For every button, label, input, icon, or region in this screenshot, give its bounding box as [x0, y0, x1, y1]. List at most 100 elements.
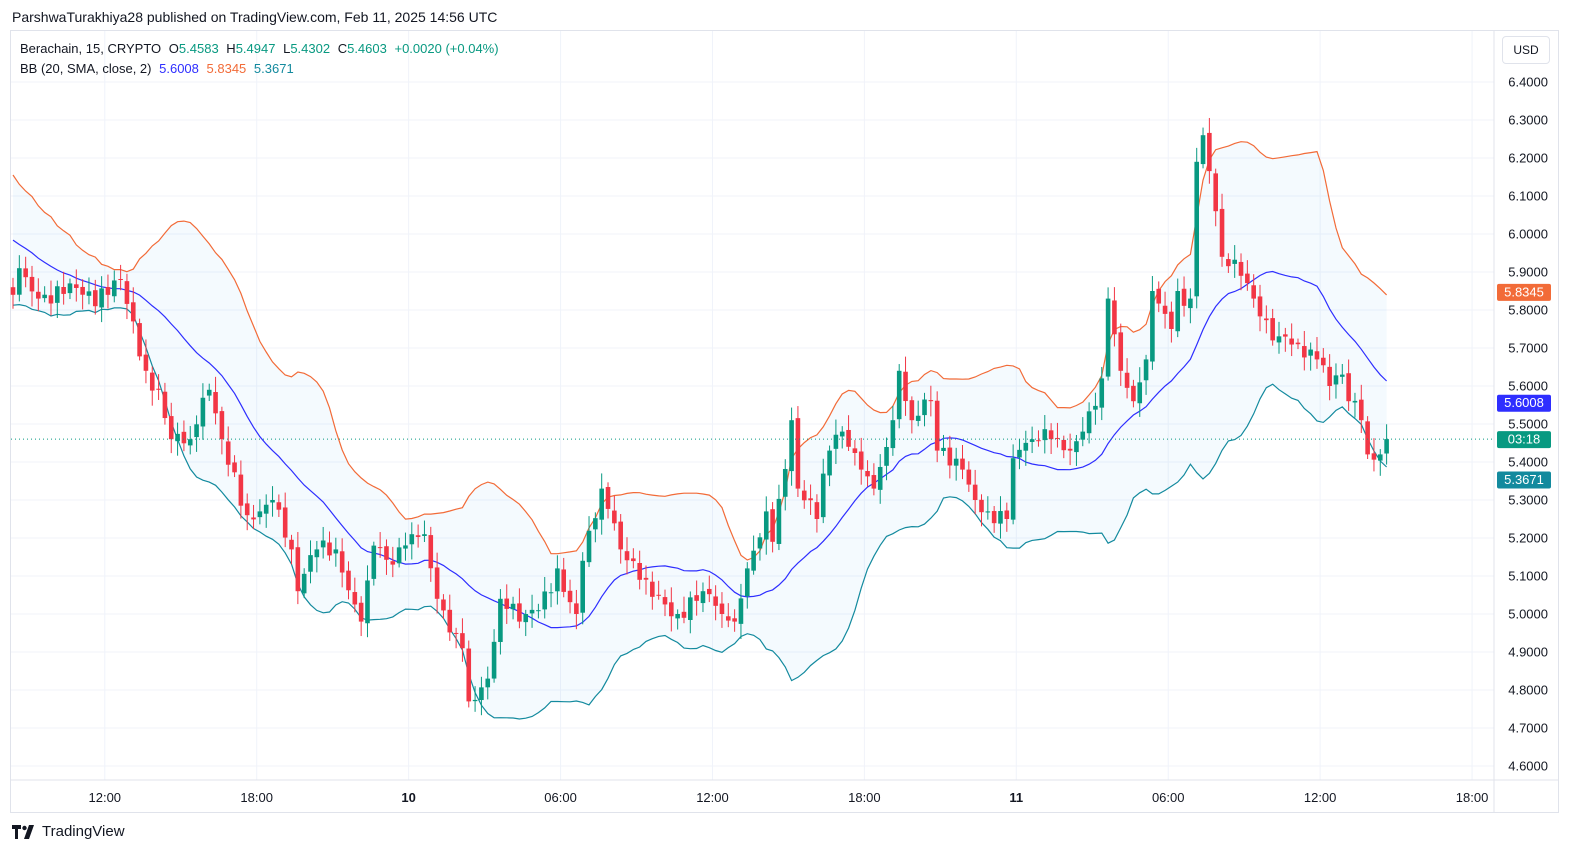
candle-body	[1327, 366, 1332, 386]
candle-body	[441, 599, 446, 611]
candle-body	[941, 447, 946, 451]
candle	[1162, 291, 1168, 329]
price-tick-label: 6.2000	[1508, 151, 1548, 166]
candle	[675, 609, 680, 630]
candle-body	[966, 469, 972, 485]
candle-body	[1118, 332, 1124, 371]
candle-body	[1080, 431, 1086, 440]
candle	[586, 516, 592, 567]
candle	[1124, 358, 1130, 399]
candle	[763, 496, 769, 555]
candle	[289, 534, 294, 565]
candle-body	[839, 431, 845, 437]
candle-body	[1283, 334, 1288, 337]
candle	[599, 473, 604, 535]
time-tick-label: 18:00	[240, 790, 273, 805]
bb-lower-value: 5.3671	[253, 61, 294, 76]
candle-body	[732, 618, 737, 622]
indicator-title[interactable]: BB (20, SMA, close, 2)	[20, 61, 152, 76]
candle	[453, 627, 459, 649]
candle-body	[257, 511, 263, 518]
candle	[738, 583, 744, 639]
candle	[55, 280, 60, 319]
candle-body	[922, 399, 927, 416]
candle	[789, 407, 794, 486]
candle	[934, 391, 940, 463]
candle-body	[1086, 411, 1092, 434]
low-value: 5.4302	[290, 41, 331, 56]
candle	[1118, 323, 1124, 386]
candle-body	[74, 284, 79, 288]
candle	[877, 454, 883, 504]
candle-body	[561, 569, 567, 592]
candle	[770, 502, 775, 553]
candle	[225, 426, 231, 477]
candle-body	[833, 434, 839, 449]
low-label: L	[283, 41, 291, 56]
symbol-title[interactable]: Berachain, 15, CRYPTO	[20, 41, 162, 56]
price-tick-label: 6.3000	[1508, 113, 1548, 128]
grid	[11, 31, 1494, 780]
candle	[1251, 274, 1256, 308]
open-value: 5.4583	[178, 41, 219, 56]
candle-body	[763, 511, 769, 540]
candle-body	[548, 592, 554, 594]
candle-body	[1143, 359, 1149, 381]
candle-body	[1314, 351, 1320, 360]
candle-body	[865, 471, 870, 477]
candle	[162, 382, 168, 425]
candle	[624, 537, 630, 575]
candle	[1067, 433, 1073, 466]
candle	[1321, 348, 1326, 373]
tradingview-logo[interactable]: TradingView	[12, 823, 125, 840]
countdown-tag-bg	[1497, 431, 1551, 449]
candle-body	[67, 283, 73, 294]
candle	[725, 603, 731, 628]
candle	[320, 526, 326, 559]
candle-body	[409, 534, 415, 545]
candle	[631, 548, 636, 569]
candle	[618, 514, 623, 564]
candle-body	[1264, 318, 1269, 321]
candle-body	[55, 286, 60, 303]
candle	[99, 276, 104, 323]
candle	[396, 537, 402, 568]
candle-body	[1074, 441, 1079, 453]
change-value: +0.0020 (+0.04%)	[394, 41, 499, 56]
candle	[149, 366, 155, 406]
candle	[434, 552, 440, 614]
candle-body	[194, 424, 199, 438]
candle	[1188, 288, 1193, 324]
candle-body	[1105, 298, 1111, 377]
candle-body	[415, 535, 421, 537]
candle-body	[308, 555, 313, 572]
candle-body	[1352, 400, 1358, 403]
candle	[751, 535, 756, 575]
candle-body	[1340, 374, 1345, 377]
price-tick-label: 5.7000	[1508, 341, 1548, 356]
candle	[105, 274, 111, 309]
candle-body	[200, 397, 206, 427]
time-tick-label: 12:00	[1304, 790, 1337, 805]
currency-button[interactable]: USD	[1502, 36, 1550, 64]
candle-body	[713, 596, 718, 606]
candle-body	[504, 598, 510, 609]
candle	[542, 576, 548, 619]
candle-body	[99, 288, 104, 308]
candle	[460, 618, 465, 662]
candle	[257, 499, 263, 525]
candle-body	[998, 511, 1003, 524]
candle	[694, 580, 699, 616]
candle-body	[846, 429, 851, 447]
time-tick-label: 12:00	[89, 790, 122, 805]
candle-body	[466, 648, 472, 702]
candle-body	[181, 431, 187, 444]
candle-body	[225, 441, 231, 465]
candle	[1137, 367, 1143, 417]
candle	[213, 376, 218, 425]
candle-body	[776, 498, 782, 544]
candle-body	[1010, 458, 1016, 520]
candle	[86, 277, 92, 305]
candle-body	[827, 450, 832, 476]
